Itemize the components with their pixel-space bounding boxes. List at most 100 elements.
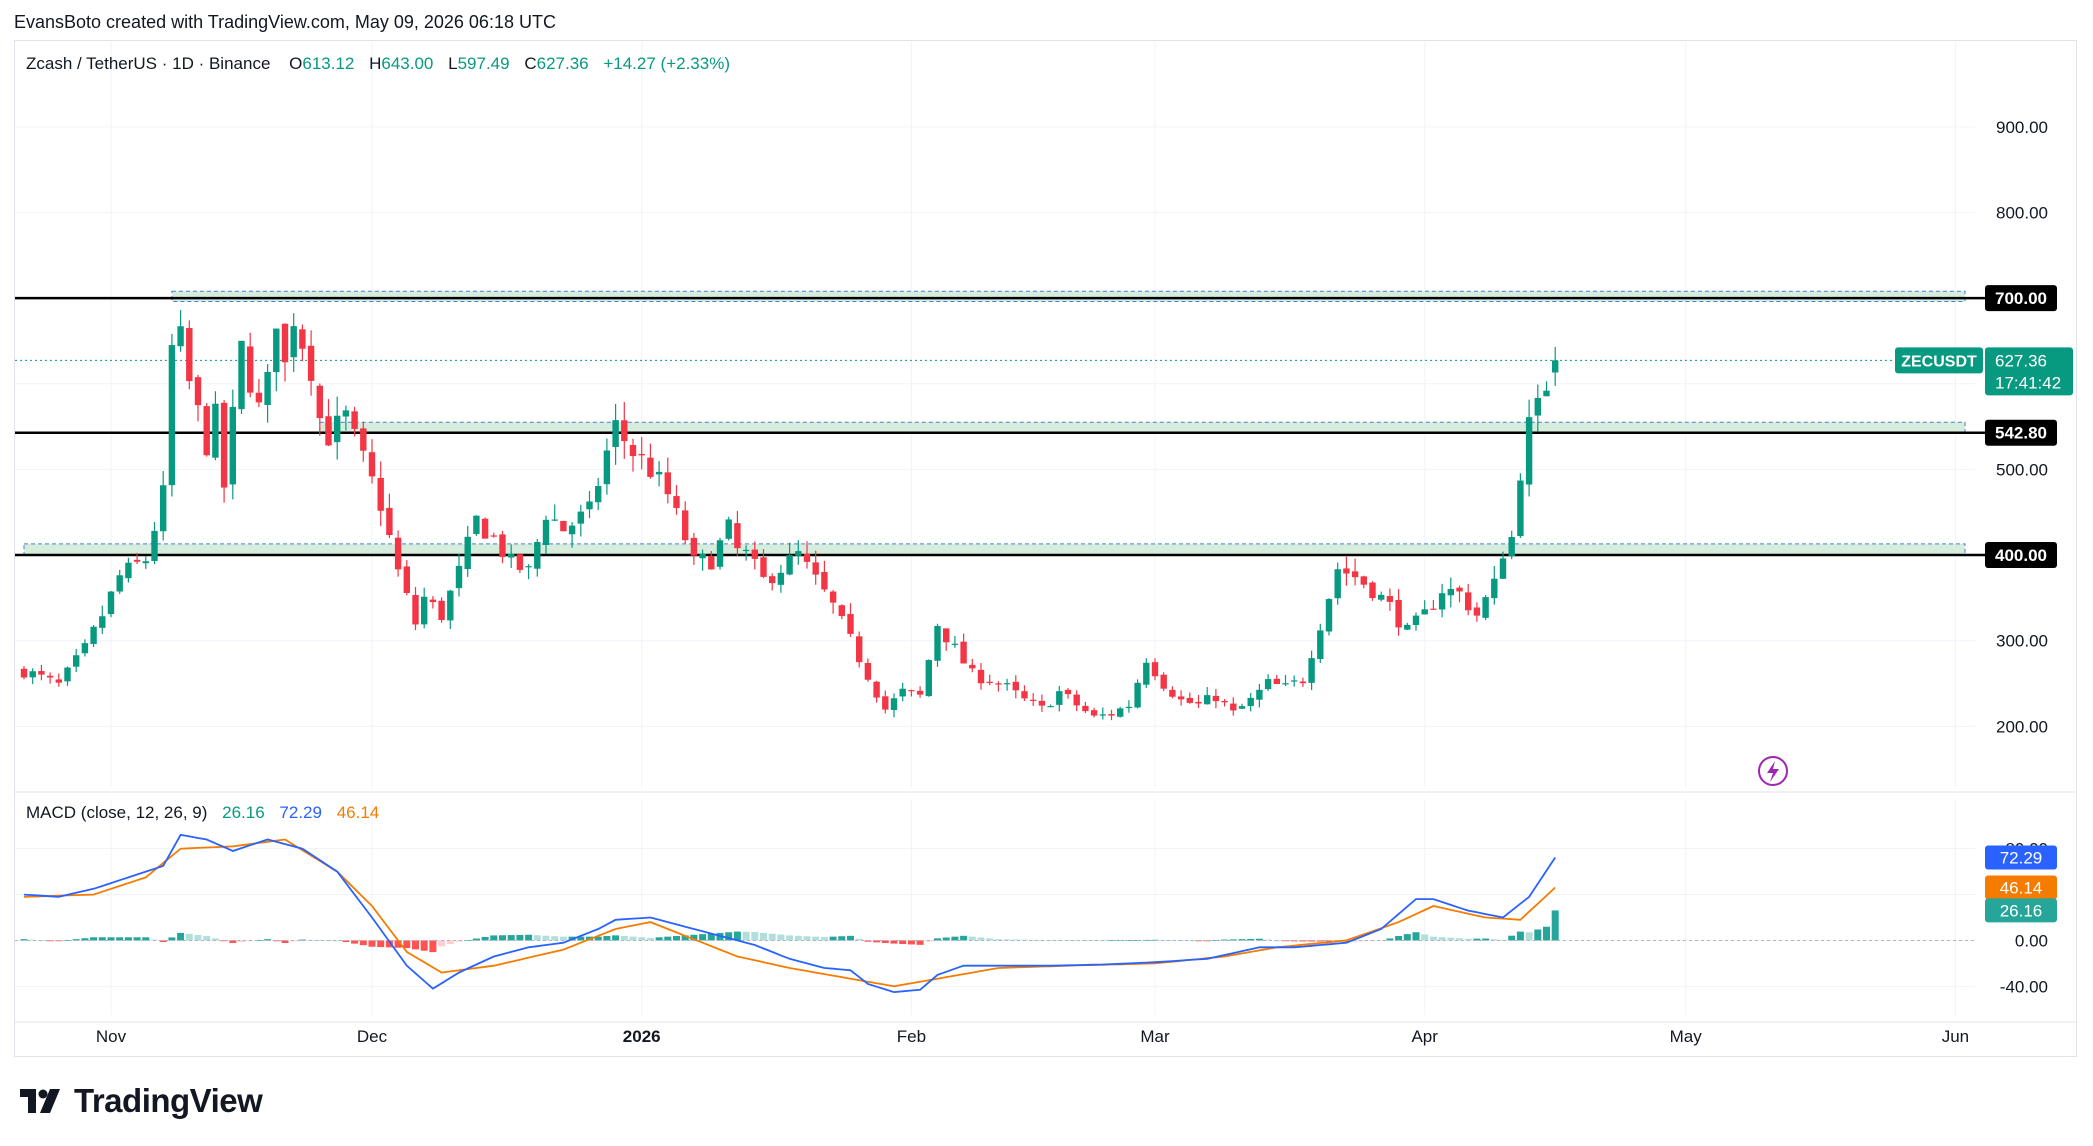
macd-histogram-bar: [794, 935, 802, 941]
candle-body: [168, 345, 176, 486]
macd-histogram-bar: [429, 940, 437, 953]
macd-histogram-bar: [733, 931, 741, 941]
macd-histogram-bar: [1142, 939, 1150, 941]
candle-body: [934, 625, 941, 661]
candle: [499, 530, 506, 564]
time-tick-label: Dec: [357, 1027, 388, 1046]
candle-body: [1291, 680, 1298, 682]
candle-body: [516, 554, 524, 570]
macd-histogram-bar: [1325, 940, 1333, 942]
candle-body: [1412, 615, 1420, 626]
macd-hist-value: 26.16: [222, 803, 265, 822]
candle: [829, 590, 837, 614]
candle-body: [1525, 417, 1533, 485]
candle: [725, 516, 732, 541]
candle-body: [1508, 537, 1515, 557]
macd-histogram-bar: [281, 940, 289, 943]
current-price-badge: [1985, 347, 2073, 396]
high-value: 643.00: [381, 54, 434, 73]
candle-body: [1082, 705, 1089, 712]
candle: [1003, 678, 1011, 691]
macd-histogram-bar: [72, 939, 80, 941]
level-badge: [1985, 419, 2057, 446]
macd-histogram-bar: [412, 940, 419, 950]
candle: [247, 332, 254, 398]
candle: [1204, 687, 1211, 705]
macd-histogram-bar: [420, 940, 428, 951]
candle-body: [673, 496, 680, 508]
macd-histogram-bar: [1299, 940, 1307, 942]
macd-histogram-bar: [1316, 940, 1324, 942]
symbol-title[interactable]: Zcash / TetherUS · 1D · Binance: [26, 54, 271, 73]
candle-body: [873, 681, 880, 698]
price-tick-label: 300.00: [1996, 632, 2048, 651]
candle: [534, 539, 541, 577]
macd-histogram-bar: [1047, 940, 1055, 941]
macd-title[interactable]: MACD (close, 12, 26, 9): [26, 803, 208, 822]
macd-histogram-bar: [264, 939, 272, 941]
chart-credit: EvansBoto created with TradingView.com, …: [14, 12, 556, 32]
macd-histogram-bar: [29, 939, 37, 941]
candle: [1543, 381, 1550, 397]
tradingview-logo[interactable]: TradingView: [20, 1082, 263, 1120]
macd-histogram-bar: [124, 937, 132, 941]
candle-body: [46, 675, 54, 678]
candle: [368, 439, 376, 484]
candlestick-series: [20, 310, 1559, 721]
candle-body: [247, 346, 254, 393]
candle: [1299, 677, 1307, 687]
candle: [212, 391, 219, 461]
macd-histogram-bar: [916, 940, 924, 945]
candle-body: [412, 595, 419, 625]
macd-histogram-bar: [255, 940, 263, 941]
macd-histogram-bar: [1308, 940, 1316, 942]
candle: [1056, 685, 1063, 712]
macd-histogram-bar: [116, 937, 124, 941]
macd-histogram-bar: [351, 940, 359, 944]
candle-body: [186, 327, 193, 382]
candle-body: [142, 561, 149, 564]
candle-body: [908, 690, 915, 692]
chart-frame: [14, 40, 2077, 1057]
macd-histogram-bar: [699, 934, 707, 941]
candle: [20, 666, 28, 680]
support-resistance-zones: [23, 290, 1966, 556]
candle: [847, 603, 854, 637]
candle: [360, 421, 367, 462]
candle: [1151, 658, 1159, 681]
macd-histogram-bar: [760, 932, 767, 941]
macd-histogram-bar: [1238, 939, 1246, 941]
candle: [1221, 699, 1228, 707]
macd-histogram-bar: [1029, 939, 1037, 941]
candle-body: [1325, 599, 1333, 632]
candle-body: [116, 575, 123, 592]
candle: [1360, 575, 1367, 589]
candle-body: [621, 420, 628, 442]
macd-histogram-bar: [481, 936, 489, 941]
macd-histogram-bar: [333, 940, 341, 942]
candle: [99, 605, 106, 634]
candle-body: [1238, 706, 1246, 709]
candle-body: [1125, 706, 1133, 709]
macd-histogram-bar: [342, 940, 350, 943]
candle: [1378, 591, 1385, 602]
candle-body: [1108, 714, 1115, 716]
candle: [1021, 685, 1028, 701]
macd-histogram-bar: [559, 936, 567, 941]
macd-histogram-bar: [533, 935, 541, 941]
candle: [1517, 473, 1524, 538]
macd-histogram-bar: [316, 940, 324, 941]
candle: [107, 590, 115, 618]
macd-histogram-bar: [1412, 932, 1420, 941]
candle-body: [1378, 594, 1385, 600]
candle-body: [725, 519, 732, 539]
macd-value-badge: [1985, 845, 2057, 870]
candle-body: [769, 576, 776, 584]
macd-histogram-bar: [907, 940, 915, 945]
candle-body: [1465, 592, 1472, 611]
candle-body: [690, 537, 698, 556]
horizontal-levels: [15, 296, 1985, 557]
candle: [1465, 583, 1472, 616]
candle: [1456, 585, 1463, 603]
